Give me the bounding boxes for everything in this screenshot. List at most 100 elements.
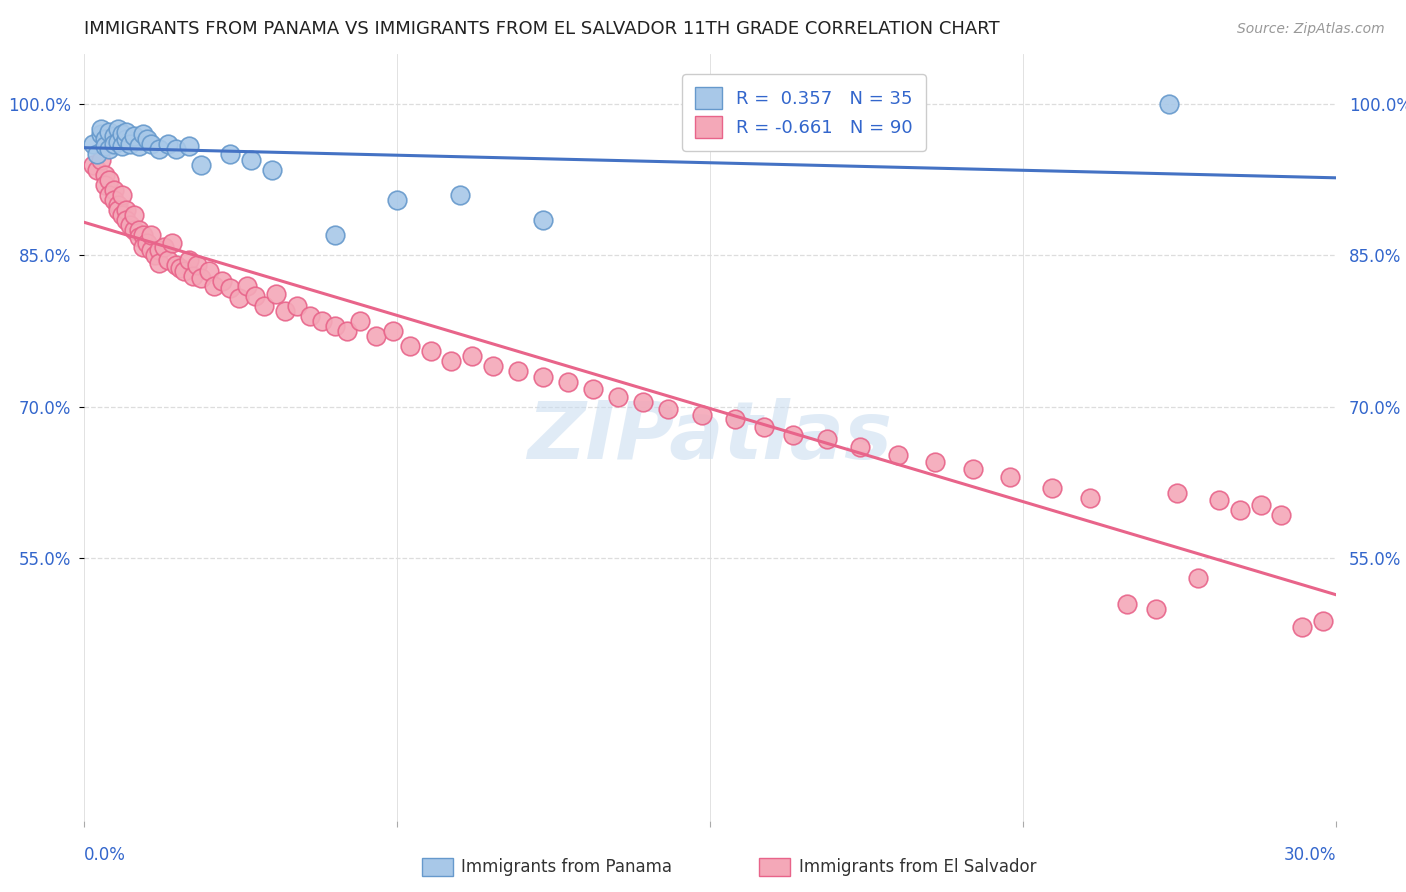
Point bbox=[90, 128, 112, 142]
Text: Source: ZipAtlas.com: Source: ZipAtlas.com bbox=[1237, 22, 1385, 37]
Point bbox=[90, 153, 112, 167]
Point bbox=[115, 213, 138, 227]
Point bbox=[1078, 491, 1101, 505]
Point bbox=[398, 339, 420, 353]
Point bbox=[111, 208, 134, 222]
Point bbox=[107, 122, 129, 136]
Point bbox=[111, 139, 134, 153]
Point bbox=[1040, 481, 1063, 495]
Point bbox=[103, 183, 125, 197]
Point bbox=[136, 132, 159, 146]
Point bbox=[94, 178, 117, 192]
Point bbox=[849, 440, 872, 454]
Point bbox=[724, 412, 747, 426]
Point bbox=[107, 198, 129, 212]
Text: Immigrants from El Salvador: Immigrants from El Salvador bbox=[799, 858, 1036, 876]
Point bbox=[120, 218, 142, 232]
Point bbox=[582, 382, 605, 396]
Point bbox=[1250, 498, 1272, 512]
Point bbox=[240, 153, 263, 167]
Point bbox=[461, 349, 484, 363]
Point bbox=[82, 137, 104, 152]
Point bbox=[98, 125, 121, 139]
Point bbox=[173, 263, 195, 277]
Point bbox=[103, 129, 125, 144]
Point bbox=[120, 137, 142, 152]
Point bbox=[1291, 620, 1313, 634]
Point bbox=[440, 354, 463, 368]
Point bbox=[132, 240, 155, 254]
Text: ZIPatlas: ZIPatlas bbox=[527, 398, 893, 476]
Text: 30.0%: 30.0% bbox=[1284, 846, 1336, 863]
Point bbox=[311, 314, 333, 328]
Point bbox=[107, 202, 129, 217]
Point bbox=[124, 129, 146, 144]
Point bbox=[136, 236, 159, 251]
Text: Immigrants from Panama: Immigrants from Panama bbox=[461, 858, 672, 876]
Point bbox=[186, 259, 208, 273]
Point bbox=[285, 299, 308, 313]
Point bbox=[177, 253, 200, 268]
Point bbox=[128, 223, 150, 237]
Point bbox=[86, 162, 108, 177]
Point bbox=[98, 172, 121, 186]
Point bbox=[115, 132, 138, 146]
Point bbox=[177, 139, 200, 153]
Point bbox=[323, 228, 346, 243]
Point bbox=[103, 137, 125, 152]
Point bbox=[228, 291, 250, 305]
Point bbox=[1270, 508, 1292, 522]
Point bbox=[1312, 614, 1334, 628]
Point bbox=[245, 289, 267, 303]
Point bbox=[449, 187, 471, 202]
Point bbox=[111, 187, 134, 202]
Point bbox=[385, 193, 409, 207]
Point bbox=[887, 448, 910, 462]
Point bbox=[181, 268, 204, 283]
Point bbox=[1000, 470, 1022, 484]
Point bbox=[103, 193, 125, 207]
Point bbox=[754, 420, 776, 434]
Point bbox=[690, 408, 713, 422]
Point bbox=[148, 244, 170, 258]
Point bbox=[382, 324, 405, 338]
Point bbox=[219, 281, 242, 295]
Point bbox=[557, 375, 579, 389]
Point bbox=[531, 213, 554, 227]
Point bbox=[165, 259, 187, 273]
Point bbox=[508, 364, 530, 378]
Point bbox=[107, 136, 129, 150]
Point bbox=[962, 462, 984, 476]
Point bbox=[782, 428, 804, 442]
Point bbox=[94, 168, 117, 182]
Point bbox=[82, 157, 104, 171]
Point bbox=[273, 304, 295, 318]
Point bbox=[128, 139, 150, 153]
Point bbox=[160, 236, 183, 251]
Point bbox=[211, 274, 233, 288]
Point bbox=[657, 401, 679, 416]
Point bbox=[198, 263, 221, 277]
Point bbox=[1116, 597, 1139, 611]
Point bbox=[633, 394, 655, 409]
Point bbox=[98, 143, 121, 157]
Point bbox=[115, 202, 138, 217]
Point bbox=[531, 369, 554, 384]
Point bbox=[152, 240, 174, 254]
Point bbox=[165, 143, 187, 157]
Text: IMMIGRANTS FROM PANAMA VS IMMIGRANTS FROM EL SALVADOR 11TH GRADE CORRELATION CHA: IMMIGRANTS FROM PANAMA VS IMMIGRANTS FRO… bbox=[84, 21, 1000, 38]
Point bbox=[148, 256, 170, 270]
Point bbox=[94, 132, 117, 146]
Point bbox=[139, 228, 162, 243]
Point bbox=[86, 147, 108, 161]
Point bbox=[262, 162, 284, 177]
Point bbox=[419, 344, 441, 359]
Point bbox=[156, 253, 179, 268]
Point bbox=[482, 359, 505, 374]
Point bbox=[1144, 601, 1167, 615]
Point bbox=[366, 329, 388, 343]
Point bbox=[1187, 571, 1209, 585]
Point bbox=[143, 248, 166, 262]
Point bbox=[94, 139, 117, 153]
Point bbox=[349, 314, 371, 328]
